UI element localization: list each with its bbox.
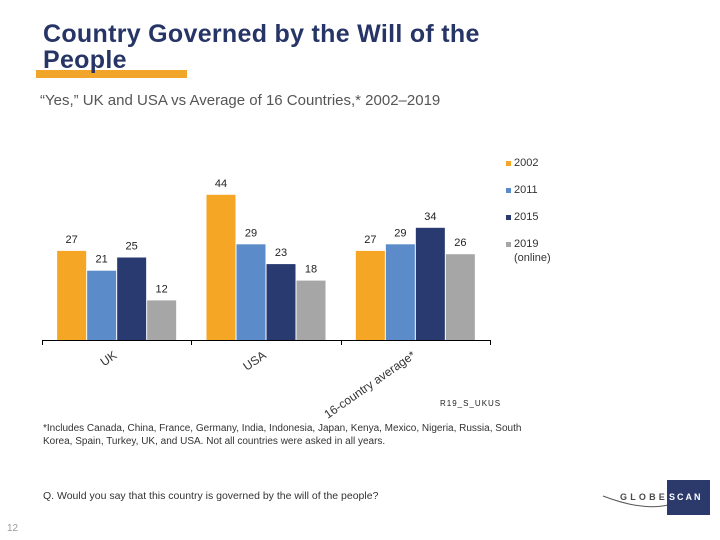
legend-label: 2015 [514, 211, 539, 223]
bar-usa-2019 [296, 280, 326, 340]
bar-16-country-average-2019 [445, 254, 475, 340]
data-label-16-country-average-2019: 26 [454, 237, 466, 249]
data-label-usa-2002: 44 [215, 178, 227, 190]
data-label-16-country-average-2011: 29 [394, 227, 406, 239]
footnote: *Includes Canada, China, France, Germany… [43, 423, 522, 447]
legend-swatch-2002 [506, 161, 511, 166]
logo-swoosh-icon [602, 495, 669, 508]
legend-swatch-2015 [506, 215, 511, 220]
chart-subtitle: “Yes,” UK and USA vs Average of 16 Count… [40, 92, 441, 109]
title-underline [36, 70, 187, 78]
source-code: R19_S_UKUS [440, 399, 502, 408]
logo-text-scan: SCAN [669, 492, 703, 502]
x-axis [42, 340, 491, 345]
data-label-16-country-average-2015: 34 [424, 211, 436, 223]
bar-usa-2011 [236, 244, 266, 340]
legend-label: 2002 [514, 157, 539, 169]
logo-text-globe: GLOBE [620, 492, 669, 502]
data-labels-layer: 27 21 25 12 44 29 23 18 27 29 34 26 [66, 178, 467, 296]
data-label-uk-2015: 25 [126, 241, 138, 253]
survey-question: Q. Would you say that this country is go… [43, 490, 379, 502]
bar-uk-2002 [57, 250, 87, 340]
bar-16-country-average-2011 [385, 244, 415, 340]
page-number: 12 [7, 523, 19, 534]
x-tick-label-usa: USA [240, 348, 268, 374]
globescan-logo: GLOBE SCAN [600, 478, 712, 518]
data-label-uk-2002: 27 [66, 234, 78, 246]
data-label-16-country-average-2002: 27 [364, 234, 376, 246]
data-label-usa-2019: 18 [305, 264, 317, 276]
bars-layer [57, 194, 475, 340]
logo-box: SCAN [667, 480, 710, 515]
bar-uk-2011 [87, 270, 117, 340]
bar-16-country-average-2002 [355, 250, 385, 340]
legend-swatch-2011 [506, 188, 511, 193]
legend-label: 2019 [514, 238, 539, 250]
data-label-uk-2019: 12 [156, 283, 168, 295]
page-title: Country Governed by the Will of the Peop… [43, 20, 480, 74]
bar-usa-2015 [266, 264, 296, 340]
data-label-usa-2015: 23 [275, 247, 287, 259]
x-tick-label-16-country-average: 16-country average* [321, 348, 418, 422]
bar-uk-2019 [147, 300, 177, 340]
data-label-uk-2011: 21 [96, 254, 108, 266]
bar-16-country-average-2015 [415, 227, 445, 340]
bar-usa-2002 [206, 194, 236, 340]
x-axis-tick-labels: UK USA 16-country average* [98, 348, 419, 422]
data-label-usa-2011: 29 [245, 227, 257, 239]
legend-swatch-2019 [506, 242, 511, 247]
legend-label: 2011 [514, 184, 538, 196]
bar-uk-2015 [117, 257, 147, 340]
legend-note-online: (online) [514, 252, 551, 264]
x-tick-label-uk: UK [98, 348, 120, 369]
